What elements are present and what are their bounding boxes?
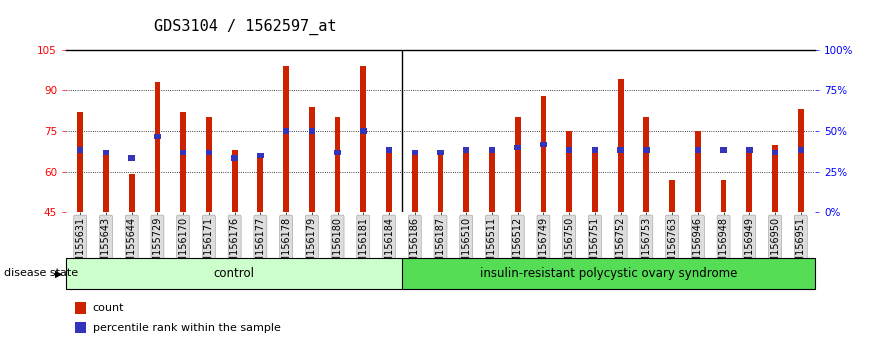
Bar (694, 147, 701, 153)
Bar (721, 180, 727, 212)
Bar (618, 79, 624, 212)
Bar (772, 150, 778, 155)
Bar (257, 153, 263, 212)
Bar (66, 258, 402, 289)
Bar (566, 131, 572, 212)
Text: disease state: disease state (4, 268, 78, 279)
Bar (308, 128, 315, 134)
Bar (386, 150, 392, 212)
Bar (798, 109, 803, 212)
Bar (335, 118, 340, 212)
Bar (232, 150, 238, 212)
Text: percentile rank within the sample: percentile rank within the sample (93, 323, 281, 333)
Bar (437, 150, 444, 155)
Bar (566, 147, 573, 153)
Bar (205, 150, 212, 155)
Bar (746, 150, 752, 212)
Bar (797, 147, 804, 153)
Bar (746, 147, 752, 153)
Bar (463, 150, 469, 212)
Bar (78, 112, 83, 212)
Bar (77, 147, 84, 153)
Bar (360, 128, 366, 134)
Bar (412, 150, 418, 212)
Bar (180, 150, 187, 155)
Bar (129, 175, 135, 212)
Bar (772, 144, 778, 212)
Bar (129, 155, 135, 161)
Bar (515, 118, 521, 212)
Text: ▶: ▶ (55, 268, 63, 279)
Text: insulin-resistant polycystic ovary syndrome: insulin-resistant polycystic ovary syndr… (479, 267, 737, 280)
Bar (411, 150, 418, 155)
Bar (360, 66, 366, 212)
Bar (643, 118, 649, 212)
Bar (257, 153, 263, 158)
Bar (489, 147, 495, 153)
Text: count: count (93, 303, 124, 313)
Bar (75, 322, 86, 333)
Bar (515, 144, 521, 150)
Bar (154, 134, 160, 139)
Bar (489, 150, 495, 212)
Bar (669, 237, 676, 242)
Bar (283, 66, 289, 212)
Bar (541, 96, 546, 212)
Bar (154, 82, 160, 212)
Bar (402, 258, 815, 289)
Bar (206, 118, 211, 212)
Bar (103, 150, 109, 212)
Bar (540, 142, 546, 147)
Bar (283, 128, 289, 134)
Bar (386, 147, 392, 153)
Bar (695, 131, 700, 212)
Bar (618, 147, 624, 153)
Bar (438, 150, 443, 212)
Bar (335, 150, 341, 155)
Bar (463, 147, 470, 153)
Bar (592, 147, 598, 153)
Text: GDS3104 / 1562597_at: GDS3104 / 1562597_at (154, 19, 337, 35)
Text: control: control (213, 267, 255, 280)
Bar (103, 150, 109, 155)
Bar (309, 107, 315, 212)
Bar (592, 150, 598, 212)
Bar (232, 155, 238, 161)
Bar (643, 147, 649, 153)
Bar (721, 147, 727, 153)
Bar (75, 302, 86, 314)
Bar (181, 112, 186, 212)
Bar (670, 180, 675, 212)
